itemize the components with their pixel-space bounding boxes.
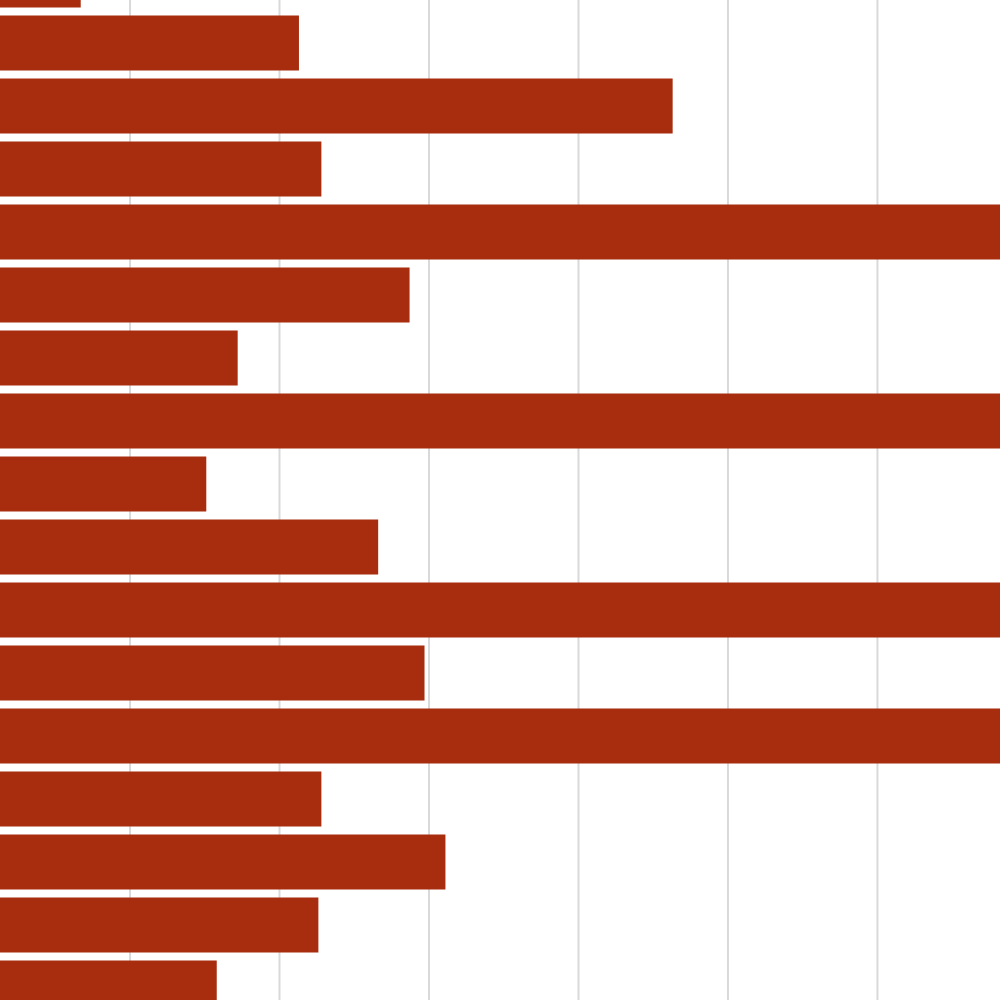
- bar: [0, 708, 1000, 764]
- bar: [0, 834, 446, 890]
- bar: [0, 141, 322, 197]
- bar: [0, 0, 81, 8]
- bar: [0, 645, 425, 701]
- bar: [0, 960, 217, 1000]
- bar: [0, 897, 319, 953]
- bar: [0, 330, 238, 386]
- bar: [0, 771, 322, 827]
- bar: [0, 204, 1000, 260]
- bar: [0, 582, 1000, 638]
- bar: [0, 393, 1000, 449]
- bar: [0, 78, 673, 134]
- bar: [0, 15, 299, 71]
- bar: [0, 267, 410, 323]
- bar: [0, 519, 379, 575]
- bar: [0, 456, 207, 512]
